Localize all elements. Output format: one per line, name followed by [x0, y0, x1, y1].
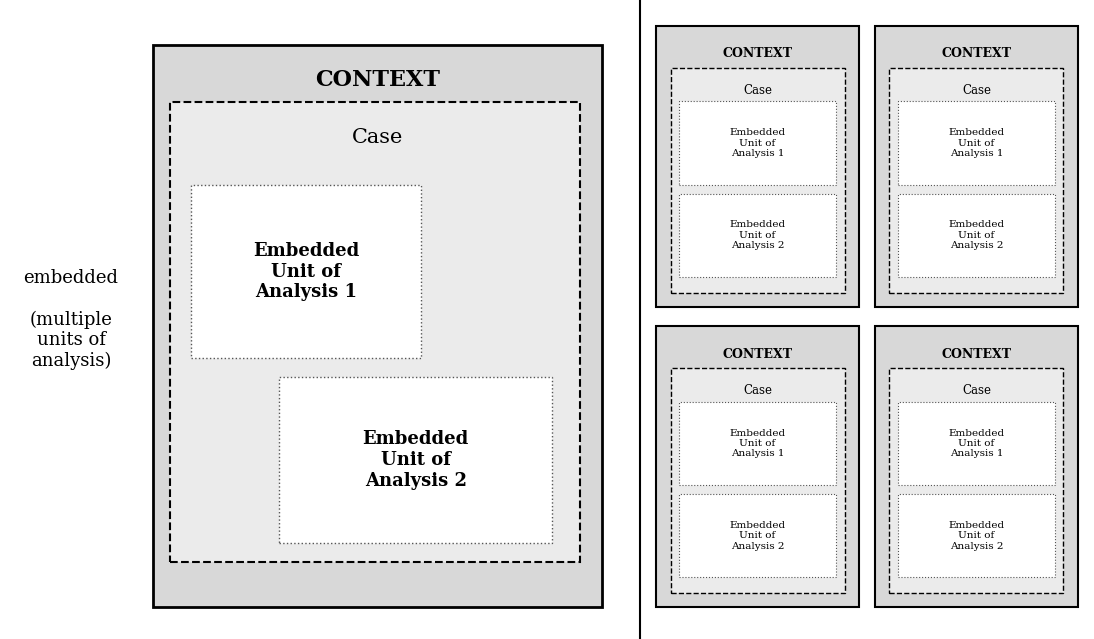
- FancyBboxPatch shape: [898, 194, 1055, 277]
- FancyBboxPatch shape: [191, 185, 421, 358]
- FancyBboxPatch shape: [679, 494, 836, 577]
- Text: Embedded
Unit of
Analysis 2: Embedded Unit of Analysis 2: [948, 220, 1004, 250]
- FancyBboxPatch shape: [671, 68, 845, 293]
- FancyBboxPatch shape: [279, 377, 552, 543]
- FancyBboxPatch shape: [679, 102, 836, 185]
- Text: Embedded
Unit of
Analysis 1: Embedded Unit of Analysis 1: [730, 128, 785, 158]
- FancyBboxPatch shape: [153, 45, 602, 607]
- Text: CONTEXT: CONTEXT: [723, 47, 792, 60]
- FancyBboxPatch shape: [170, 102, 580, 562]
- Text: Embedded
Unit of
Analysis 1: Embedded Unit of Analysis 1: [730, 429, 785, 458]
- Text: Embedded
Unit of
Analysis 1: Embedded Unit of Analysis 1: [253, 242, 360, 302]
- FancyBboxPatch shape: [875, 26, 1078, 307]
- FancyBboxPatch shape: [898, 102, 1055, 185]
- Text: Case: Case: [743, 384, 772, 397]
- FancyBboxPatch shape: [875, 326, 1078, 607]
- Text: Case: Case: [962, 384, 991, 397]
- FancyBboxPatch shape: [679, 402, 836, 485]
- Text: CONTEXT: CONTEXT: [723, 348, 792, 360]
- Text: Embedded
Unit of
Analysis 2: Embedded Unit of Analysis 2: [948, 521, 1004, 551]
- Text: Embedded
Unit of
Analysis 1: Embedded Unit of Analysis 1: [948, 429, 1004, 458]
- Text: Embedded
Unit of
Analysis 2: Embedded Unit of Analysis 2: [730, 521, 785, 551]
- FancyBboxPatch shape: [656, 26, 859, 307]
- Text: Case: Case: [962, 84, 991, 96]
- Text: CONTEXT: CONTEXT: [315, 69, 440, 91]
- Text: Case: Case: [352, 128, 403, 147]
- FancyBboxPatch shape: [898, 402, 1055, 485]
- Text: Embedded
Unit of
Analysis 1: Embedded Unit of Analysis 1: [948, 128, 1004, 158]
- Text: embedded

(multiple
units of
analysis): embedded (multiple units of analysis): [24, 268, 118, 371]
- Text: CONTEXT: CONTEXT: [942, 47, 1011, 60]
- FancyBboxPatch shape: [679, 194, 836, 277]
- Text: CONTEXT: CONTEXT: [942, 348, 1011, 360]
- FancyBboxPatch shape: [889, 368, 1063, 593]
- FancyBboxPatch shape: [656, 326, 859, 607]
- Text: Embedded
Unit of
Analysis 2: Embedded Unit of Analysis 2: [730, 220, 785, 250]
- FancyBboxPatch shape: [671, 368, 845, 593]
- FancyBboxPatch shape: [889, 68, 1063, 293]
- Text: Embedded
Unit of
Analysis 2: Embedded Unit of Analysis 2: [362, 430, 469, 490]
- Text: Case: Case: [743, 84, 772, 96]
- FancyBboxPatch shape: [898, 494, 1055, 577]
